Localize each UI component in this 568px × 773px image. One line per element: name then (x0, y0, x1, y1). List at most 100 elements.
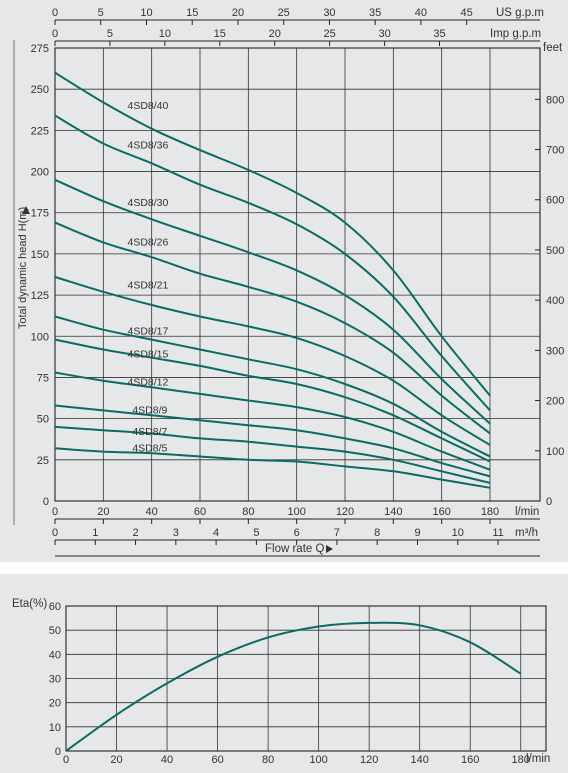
lmin-tick-label: 80 (242, 506, 254, 518)
head-axis-title: Total dynamic head H(m) (17, 207, 29, 329)
lmin-tick-label: 100 (287, 506, 305, 518)
head-curve-4sd8-15 (54, 338, 491, 463)
y-axis-eta: 0 10 20 30 40 50 60 (49, 601, 61, 758)
eta-tick-label: 40 (49, 649, 61, 661)
feet-tick-label: 600 (546, 195, 564, 207)
m3h-tick-label: 9 (414, 527, 420, 539)
lmin-tick-label: 160 (432, 506, 450, 518)
flow-rate-axis-arrow (326, 545, 333, 553)
m3h-tick-label: 1 (92, 527, 98, 539)
head-plot-frame (54, 47, 541, 502)
head-curve-4sd8-40 (54, 71, 491, 397)
lmin-tick-label: 140 (384, 506, 402, 518)
lmin-tick-label: 20 (97, 506, 109, 518)
curve-label: 4SD8/26 (128, 237, 169, 249)
eta-tick-label: 10 (49, 722, 61, 734)
imp-gpm-tick-label: 35 (433, 28, 445, 40)
lmin-tick-label: 120 (336, 506, 354, 518)
eta-tick-label: 30 (49, 674, 61, 686)
eta-tick-label: 50 (49, 625, 61, 637)
eta-axis-title: Eta(%) (12, 598, 47, 610)
feet-tick-label: 800 (546, 94, 564, 106)
m3h-unit-label: m³/h (515, 527, 538, 539)
m3h-tick-label: 4 (213, 527, 219, 539)
head-m-tick-label: 50 (37, 414, 49, 426)
feet-tick-label: 500 (546, 245, 564, 257)
eta-tick-label: 60 (49, 601, 61, 613)
head-m-tick-label: 275 (31, 43, 49, 55)
curve-label: 4SD8/5 (132, 443, 167, 455)
imp-gpm-tick-label: 0 (52, 28, 58, 40)
head-m-tick-label: 150 (31, 249, 49, 261)
head-curve-4sd8-30 (54, 178, 491, 425)
curve-label: 4SD8/7 (132, 426, 167, 438)
us-gpm-tick-label: 10 (140, 7, 152, 19)
head-m-tick-label: 225 (31, 125, 49, 137)
feet-tick-label: 100 (546, 446, 564, 458)
curve-label: 4SD8/15 (128, 349, 169, 361)
head-m-tick-label: 25 (37, 455, 49, 467)
us-gpm-tick-label: 40 (415, 7, 427, 19)
eta-flow-tick-label: 20 (110, 754, 122, 766)
imp-gpm-unit-label: Imp g.p.m (490, 28, 541, 40)
imp-gpm-tick-label: 15 (214, 28, 226, 40)
eta-tick-label: 0 (55, 746, 61, 758)
curve-label: 4SD8/9 (132, 405, 167, 417)
head-curve-4sd8-21 (54, 276, 491, 446)
head-m-tick-label: 200 (31, 167, 49, 179)
m3h-tick-label: 6 (294, 527, 300, 539)
feet-tick-label: 200 (546, 396, 564, 408)
feet-tick-label: 400 (546, 295, 564, 307)
head-m-tick-label: 75 (37, 372, 49, 384)
us-gpm-unit-label: US g.p.m (496, 7, 544, 19)
feet-tick-label: 700 (546, 145, 564, 157)
eta-grid (65, 605, 547, 752)
feet-tick-label: 300 (546, 345, 564, 357)
head-curve-4sd8-26 (54, 221, 491, 435)
us-gpm-tick-label: 0 (52, 7, 58, 19)
head-curve-4sd8-9 (54, 404, 491, 478)
m3h-tick-label: 0 (52, 527, 58, 539)
m3h-tick-label: 7 (334, 527, 340, 539)
eta-flow-tick-label: 160 (461, 754, 479, 766)
eta-lmin-unit-label: l/min (526, 753, 550, 765)
head-axis-arrow (22, 206, 30, 214)
m3h-tick-label: 10 (452, 527, 464, 539)
eta-flow-tick-label: 60 (211, 754, 223, 766)
head-m-tick-label: 100 (31, 331, 49, 343)
us-gpm-tick-label: 30 (323, 7, 335, 19)
head-m-tick-label: 0 (43, 496, 49, 508)
us-gpm-tick-label: 5 (98, 7, 104, 19)
panel-separator (0, 562, 568, 574)
us-gpm-tick-label: 15 (186, 7, 198, 19)
head-curves (54, 71, 491, 489)
lmin-tick-label: 60 (194, 506, 206, 518)
us-gpm-tick-label: 45 (461, 7, 473, 19)
head-m-tick-label: 250 (31, 84, 49, 96)
curve-label: 4SD8/17 (128, 326, 169, 338)
imp-gpm-tick-label: 25 (324, 28, 336, 40)
curve-label: 4SD8/30 (128, 197, 169, 209)
head-m-tick-label: 175 (31, 208, 49, 220)
m3h-tick-label: 11 (492, 527, 503, 539)
m3h-tick-label: 3 (173, 527, 179, 539)
m3h-tick-label: 8 (374, 527, 380, 539)
lmin-tick-label: 180 (481, 506, 499, 518)
x-axis-eta-flow: 0 20 40 60 80 100 120 140 160 180 (63, 754, 530, 766)
head-chart-panel (0, 0, 568, 562)
head-curve-4sd8-17 (54, 315, 491, 458)
eta-tick-label: 20 (49, 698, 61, 710)
imp-gpm-tick-label: 30 (378, 28, 390, 40)
efficiency-chart: 0 10 20 30 40 50 60 0 20 40 60 80 100 120 140 160 180 E… (12, 598, 550, 766)
lmin-tick-label: 0 (52, 506, 58, 518)
curve-label: 4SD8/40 (128, 100, 169, 112)
eta-flow-tick-label: 80 (262, 754, 274, 766)
head-curve-4sd8-5 (54, 447, 491, 489)
lmin-unit-label: l/min (515, 506, 539, 518)
feet-tick-label: 0 (546, 496, 552, 508)
y-axis-head-m: 0 25 50 75 100 125 150 175 200 225 250 275 (13, 40, 49, 525)
head-curve-4sd8-36 (54, 114, 491, 412)
efficiency-line (65, 621, 522, 752)
lmin-tick-label: 40 (146, 506, 158, 518)
curve-label: 4SD8/36 (128, 139, 169, 151)
